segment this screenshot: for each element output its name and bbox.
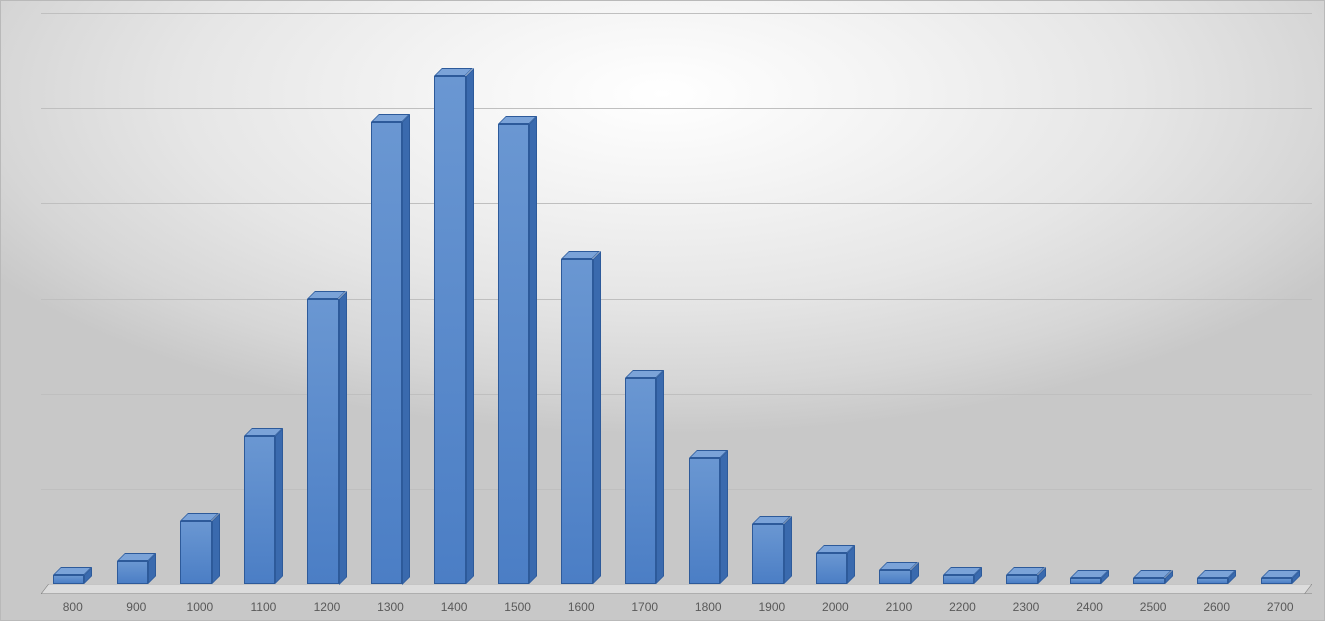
bar-front	[879, 570, 910, 584]
bar-side	[275, 428, 283, 584]
bar-front	[434, 76, 465, 584]
x-axis-label: 2200	[931, 600, 995, 614]
bar-front	[1006, 575, 1037, 584]
bar-front	[752, 524, 783, 584]
bar-slot	[486, 13, 550, 584]
bar-side	[466, 68, 474, 584]
bar	[1070, 578, 1109, 584]
bar-front	[689, 458, 720, 584]
bar-slot	[168, 13, 232, 584]
bar	[561, 259, 600, 584]
bar-front	[1261, 578, 1292, 584]
bar-side	[529, 116, 537, 584]
x-axis-label: 1300	[359, 600, 423, 614]
bar-slot	[1058, 13, 1122, 584]
chart-floor	[41, 584, 1312, 594]
bar-slot	[867, 13, 931, 584]
bar-front	[307, 299, 338, 585]
bar-slot	[613, 13, 677, 584]
x-axis-label: 2400	[1058, 600, 1122, 614]
bar-front	[117, 561, 148, 584]
bar	[180, 521, 219, 584]
bar	[943, 575, 982, 584]
bar-front	[561, 259, 592, 584]
x-axis-label: 900	[105, 600, 169, 614]
bar-slot	[549, 13, 613, 584]
bar	[1197, 578, 1236, 584]
bar	[879, 570, 918, 584]
bar-front	[1070, 578, 1101, 584]
bar-slot	[105, 13, 169, 584]
bar-front	[180, 521, 211, 584]
bar-slot	[804, 13, 868, 584]
bar	[371, 122, 410, 585]
bar-slot	[994, 13, 1058, 584]
bar-slot	[359, 13, 423, 584]
bar-front	[371, 122, 402, 585]
bar-side	[212, 513, 220, 584]
bar-slot	[1121, 13, 1185, 584]
bar-front	[816, 553, 847, 584]
x-axis-label: 800	[41, 600, 105, 614]
x-axis-label: 2500	[1121, 600, 1185, 614]
bar-side	[656, 370, 664, 584]
x-axis-label: 2100	[867, 600, 931, 614]
bar-side	[720, 450, 728, 584]
bar	[816, 553, 855, 584]
bar-side	[339, 291, 347, 585]
bar-slot	[295, 13, 359, 584]
x-axis-label: 1900	[740, 600, 804, 614]
bar	[434, 76, 473, 584]
bar-slot	[676, 13, 740, 584]
bar-front	[53, 575, 84, 584]
x-axis-label: 1700	[613, 600, 677, 614]
bar-front	[1197, 578, 1228, 584]
x-axis-label: 1800	[676, 600, 740, 614]
bar-front	[943, 575, 974, 584]
bar-slot	[1185, 13, 1249, 584]
bar-slot	[740, 13, 804, 584]
bar-slot	[232, 13, 296, 584]
bar-slot	[41, 13, 105, 584]
bar	[1133, 578, 1172, 584]
x-axis: 8009001000110012001300140015001600170018…	[41, 600, 1312, 614]
bar	[53, 575, 92, 584]
bar	[625, 378, 664, 584]
x-axis-label: 1600	[549, 600, 613, 614]
bar	[689, 458, 728, 584]
bar	[1006, 575, 1045, 584]
bar	[117, 561, 156, 584]
x-axis-label: 1400	[422, 600, 486, 614]
x-axis-label: 1100	[232, 600, 296, 614]
x-axis-label: 1000	[168, 600, 232, 614]
bar	[307, 299, 346, 585]
x-axis-label: 1200	[295, 600, 359, 614]
x-axis-label: 2300	[994, 600, 1058, 614]
bar	[752, 524, 791, 584]
bar-side	[593, 251, 601, 584]
bars-group	[41, 13, 1312, 584]
bar	[498, 124, 537, 584]
bar	[1261, 578, 1300, 584]
plot-area	[41, 13, 1312, 594]
bar-side	[402, 114, 410, 585]
chart-container: 8009001000110012001300140015001600170018…	[0, 0, 1325, 621]
bar-slot	[931, 13, 995, 584]
x-axis-label: 2700	[1248, 600, 1312, 614]
bar-side	[784, 516, 792, 584]
bar-front	[1133, 578, 1164, 584]
x-axis-label: 2600	[1185, 600, 1249, 614]
bar-slot	[422, 13, 486, 584]
bar	[244, 436, 283, 584]
bar-front	[244, 436, 275, 584]
bar-front	[625, 378, 656, 584]
x-axis-label: 1500	[486, 600, 550, 614]
bar-front	[498, 124, 529, 584]
bar-slot	[1248, 13, 1312, 584]
x-axis-label: 2000	[804, 600, 868, 614]
